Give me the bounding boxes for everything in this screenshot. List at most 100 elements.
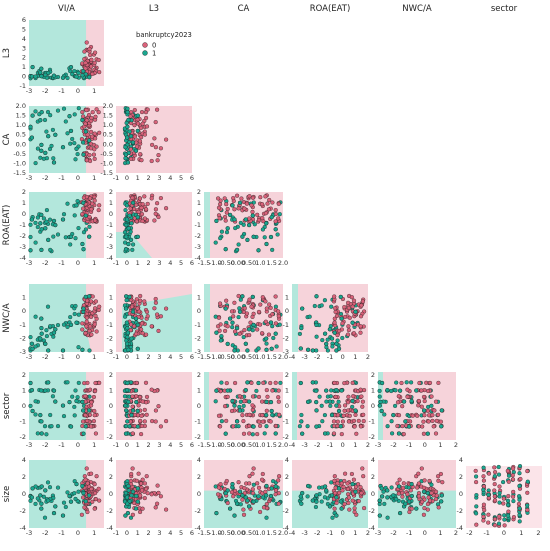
point-class-1 <box>135 322 140 327</box>
x-tick-label: 6 <box>190 353 194 361</box>
point-class-0 <box>139 205 144 210</box>
point-class-0 <box>81 419 86 424</box>
point-class-0 <box>350 498 355 503</box>
point-class-0 <box>255 327 260 332</box>
point-class-1 <box>245 380 250 385</box>
point-class-0 <box>346 419 351 424</box>
point-class-0 <box>421 419 426 424</box>
point-class-0 <box>92 413 97 418</box>
point-class-0 <box>128 156 134 161</box>
point-class-0 <box>358 330 363 335</box>
point-class-1 <box>135 215 140 220</box>
x-tick-label: 0.50 <box>242 441 256 449</box>
x-tick-label: 3 <box>157 353 161 361</box>
point-class-0 <box>229 408 235 414</box>
point-class-1 <box>214 388 219 393</box>
y-tick-label: 2 <box>22 371 26 379</box>
point-class-1 <box>48 324 53 329</box>
point-class-0 <box>138 298 143 303</box>
y-tick-label: 0 <box>197 402 201 410</box>
point-class-1 <box>403 419 408 424</box>
point-class-1 <box>63 235 68 240</box>
point-class-0 <box>419 466 424 471</box>
point-class-1 <box>44 129 49 134</box>
point-class-0 <box>155 312 160 317</box>
x-tick-label: -3 <box>301 529 307 537</box>
point-class-1 <box>240 234 245 239</box>
point-class-0 <box>145 314 150 319</box>
point-class-0 <box>242 328 247 333</box>
point-class-1 <box>125 160 130 165</box>
x-tick-label: -0.50 <box>218 529 235 537</box>
point-class-0 <box>342 478 347 484</box>
point-class-0 <box>94 329 99 334</box>
column-label-vi-a: VI/A <box>58 4 75 14</box>
region-class-1 <box>29 106 87 173</box>
x-tick-label: 1 <box>136 353 140 361</box>
point-class-1 <box>39 110 44 115</box>
x-tick-label: -1.0 <box>209 441 222 449</box>
x-tick-label: -2 <box>314 353 320 361</box>
point-class-0 <box>360 299 365 304</box>
point-class-1 <box>68 141 73 146</box>
point-class-1 <box>306 347 311 352</box>
point-class-1 <box>125 217 130 222</box>
point-class-1 <box>61 106 67 111</box>
point-class-0 <box>258 322 263 327</box>
point-class-1 <box>130 408 136 413</box>
point-class-0 <box>224 202 229 207</box>
point-class-0 <box>241 431 247 436</box>
point-class-1 <box>35 146 40 151</box>
point-class-1 <box>380 380 385 386</box>
point-class-1 <box>305 494 310 499</box>
point-class-1 <box>385 488 390 493</box>
y-tick-label: 4 <box>197 456 201 464</box>
point-class-1 <box>398 511 403 516</box>
y-tick-label: 3 <box>22 44 26 52</box>
point-class-0 <box>501 501 506 506</box>
point-class-1 <box>300 306 305 311</box>
point-class-1 <box>329 493 335 498</box>
point-class-1 <box>39 74 44 79</box>
point-class-0 <box>334 500 339 505</box>
x-tick-label: -1 <box>113 259 119 267</box>
legend-label-0: 0 <box>152 42 156 50</box>
y-tick-label: -1.0 <box>100 159 113 167</box>
y-tick-label: -1 <box>369 418 375 426</box>
point-class-1 <box>43 388 48 393</box>
point-class-1 <box>353 489 358 494</box>
point-class-1 <box>44 219 49 224</box>
point-class-0 <box>335 481 340 486</box>
point-class-1 <box>236 242 241 247</box>
point-class-1 <box>251 234 256 239</box>
point-class-0 <box>79 512 84 517</box>
point-class-0 <box>255 212 260 217</box>
point-class-1 <box>33 220 38 225</box>
point-class-1 <box>314 408 319 413</box>
point-class-0 <box>273 423 278 429</box>
y-tick-label: -1 <box>107 221 113 229</box>
point-class-0 <box>340 321 345 326</box>
point-class-0 <box>265 394 270 399</box>
point-class-0 <box>89 471 94 476</box>
point-class-0 <box>511 489 516 494</box>
point-class-0 <box>347 413 352 418</box>
column-label-sector: sector <box>491 4 518 14</box>
panel-3-0 <box>28 284 104 353</box>
panel-3-2 <box>204 284 283 353</box>
point-class-1 <box>87 138 92 143</box>
point-class-1 <box>274 344 279 349</box>
point-class-1 <box>83 213 88 218</box>
point-class-0 <box>337 328 342 333</box>
point-class-1 <box>243 341 248 346</box>
point-class-1 <box>130 140 136 145</box>
region-class-1-diagonal <box>29 284 91 352</box>
point-class-1 <box>409 398 414 404</box>
point-class-1 <box>51 330 57 335</box>
point-class-1 <box>48 247 53 252</box>
point-class-0 <box>265 201 270 206</box>
point-class-1 <box>51 73 57 78</box>
point-class-0 <box>155 107 160 112</box>
point-class-0 <box>400 490 405 495</box>
point-class-0 <box>83 394 88 399</box>
